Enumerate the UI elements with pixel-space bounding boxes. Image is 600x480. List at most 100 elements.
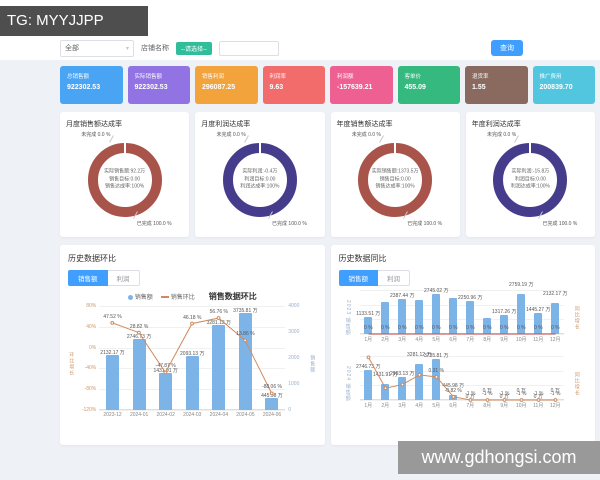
x-axis-line — [359, 399, 564, 400]
stat-card-label: 实际销售额 — [134, 74, 163, 80]
donut-center-text: 实际销售额:92.2万 销售目标:0.00 销售达成率:100% — [104, 168, 146, 190]
stat-card-value: 455.09 — [404, 84, 426, 91]
bar-value-label: 1445.27 万 — [526, 306, 551, 313]
x-axis-label: 10月 — [515, 337, 527, 343]
x-axis-labels: 1月 2月 3月 4月 5月 6月 7月 8月 9月 10月 11月 12月 — [360, 336, 564, 343]
x-axis-label: 10月 — [515, 403, 527, 409]
y-left-tick: 40% — [86, 323, 97, 330]
bar-value-label: 3735.81 万 — [233, 307, 258, 314]
mom-chart: 环比增长 80% 40% 0% -40% -80% -120% 4000 3000 2000 100… — [68, 303, 317, 422]
y-right-tick: 3000 — [288, 329, 300, 335]
line-value-label: 13.86 % — [236, 331, 255, 338]
yoy-panel-title: 历史数据同比 — [338, 254, 387, 263]
stat-card: 退货率 1.55 — [465, 66, 528, 104]
x-axis-label: 3月 — [398, 337, 407, 343]
stat-card-label: 利润率 — [269, 74, 287, 80]
x-axis-label: 7月 — [466, 337, 475, 343]
x-axis-labels: 2023-12 2024-01 2024-02 2024-03 2024-04 2024-… — [99, 412, 285, 418]
legend-item[interactable]: 销售环比 — [160, 292, 195, 301]
trend-line — [366, 355, 558, 402]
bar-value-label: 2132.17 万 — [100, 349, 125, 356]
y-left-tick: 0% — [89, 344, 97, 351]
yoy-2023-chart: 2023 销售额 1133.51 万 2387.44 万 2745.02 万 2250.… — [339, 282, 588, 346]
line-value-label: -1 % — [550, 391, 561, 397]
x-axis-label: 2023-12 — [103, 412, 122, 418]
y-right-axis-label: 销售额 — [309, 355, 316, 373]
bar — [415, 300, 424, 334]
bar — [432, 293, 441, 334]
stat-card-value: 296087.25 — [202, 84, 236, 91]
y-left-tick: -80% — [84, 386, 97, 393]
legend-line-icon — [160, 296, 169, 299]
bar — [415, 363, 424, 400]
shop-picker-tag[interactable]: --请选择-- — [176, 41, 212, 55]
plot-area: 1133.51 万 2387.44 万 2745.02 万 2250.96 万 1317… — [352, 282, 574, 346]
stat-card-label: 退货率 — [472, 74, 489, 80]
unfinished-label: 未完成 0.0 % — [351, 132, 381, 138]
tab-销售额[interactable]: 销售额 — [68, 270, 108, 286]
donut-panel-title: 月度利润达成率 — [201, 121, 251, 128]
trend-line — [110, 316, 274, 396]
legend-item[interactable]: 销售额 — [127, 292, 153, 301]
trend-line — [368, 333, 556, 335]
bar-value-label: 0 万 — [465, 394, 475, 400]
y-right-tick: 2000 — [288, 355, 300, 361]
bar — [381, 384, 390, 400]
x-axis-label: 5月 — [432, 403, 441, 409]
donut-center-text: 实际销售额:1373.5万 销售目标:0.00 销售达成率:100% — [371, 168, 419, 190]
gridline — [99, 347, 286, 349]
x-axis-label: 12月 — [549, 403, 561, 409]
search-button[interactable]: 查询 — [491, 40, 523, 56]
stat-card: 推广费用 200839.70 — [532, 66, 595, 104]
bar — [449, 298, 458, 334]
chart-row: 2023 销售额 1133.51 万 2387.44 万 2745.02 万 2250.… — [339, 282, 588, 346]
donut-panel: 月度利润达成率 未完成 0.0 % 已完成 100.0 % 实际利润:-0.4万 利润目… — [195, 112, 325, 237]
history-row: 历史数据环比 销售额 利润 销售额 销售环比 销售数据环比 环比增长 80% 40% 0% -… — [60, 245, 595, 445]
line-value-label: 0 % — [533, 325, 543, 331]
donut-panel-title: 年度销售额达成率 — [336, 121, 393, 128]
bar — [132, 338, 146, 410]
x-axis-labels: 1月 2月 3月 4月 5月 6月 7月 8月 9月 10月 11月 12月 — [360, 402, 564, 409]
line-value-label: 0 % — [550, 325, 560, 331]
unfinished-label: 未完成 0.0 % — [81, 132, 111, 138]
tab-利润[interactable]: 利润 — [378, 270, 410, 286]
tab-利润[interactable]: 利润 — [107, 270, 140, 286]
tab-销售额[interactable]: 销售额 — [338, 270, 378, 286]
line-value-label: -88.06 % — [261, 384, 282, 391]
mom-tabs: 销售额 利润 — [68, 270, 317, 286]
x-axis-label: 4月 — [415, 337, 424, 343]
bar-value-label: 2746.73 万 — [356, 363, 381, 370]
stat-card-value: 922302.53 — [67, 84, 101, 91]
stat-card-value: 9.63 — [269, 84, 284, 91]
bar-value-label: 2250.96 万 — [458, 294, 483, 301]
x-axis-label: 9月 — [500, 337, 509, 343]
bar-value-label: 0 万 — [533, 394, 543, 400]
line-value-label: -0.82 % — [444, 387, 462, 394]
bar-value-label: 445.98 万 — [261, 393, 283, 400]
main-content: 全部 ▾ 店铺名称 --请选择-- 查询 总销售额 922302.53 实际销售额 9… — [60, 36, 595, 445]
bar-value-label: 1317.26 万 — [492, 308, 517, 315]
stat-card-label: 客单价 — [404, 74, 422, 80]
bar-value-label: 1431.91 万 — [373, 372, 398, 379]
bar-value-label: 3735.81 万 — [424, 352, 449, 359]
gridline — [99, 326, 286, 328]
bar — [432, 358, 441, 400]
bar — [517, 293, 526, 334]
line-value-label: -1 % — [482, 391, 493, 397]
shop-name-input[interactable] — [219, 40, 279, 56]
shop-type-select[interactable]: 全部 ▾ — [60, 39, 134, 57]
donut-panel: 月度销售额达成率 未完成 0.0 % 已完成 100.0 % 实际销售额:92.2万销… — [60, 112, 190, 237]
x-axis-label: 6月 — [449, 337, 458, 343]
line-value-label: 0 % — [499, 325, 509, 331]
bar-value-label: 2746.73 万 — [126, 333, 152, 340]
bar-value-label: 2132.17 万 — [543, 290, 568, 297]
y-left-axis-label: 2023 销售额 — [344, 300, 351, 336]
x-axis-label: 4月 — [415, 403, 424, 409]
donut-chart: 未完成 0.0 % 已完成 100.0 % 实际销售额:92.2万 销售目标:0.00… — [66, 129, 183, 227]
unfinished-label: 未完成 0.0 % — [486, 132, 517, 138]
bar — [159, 372, 173, 410]
stat-card-value: -157639.21 — [337, 84, 373, 91]
gridline — [359, 319, 564, 321]
finished-label: 已完成 100.0 % — [272, 221, 307, 227]
